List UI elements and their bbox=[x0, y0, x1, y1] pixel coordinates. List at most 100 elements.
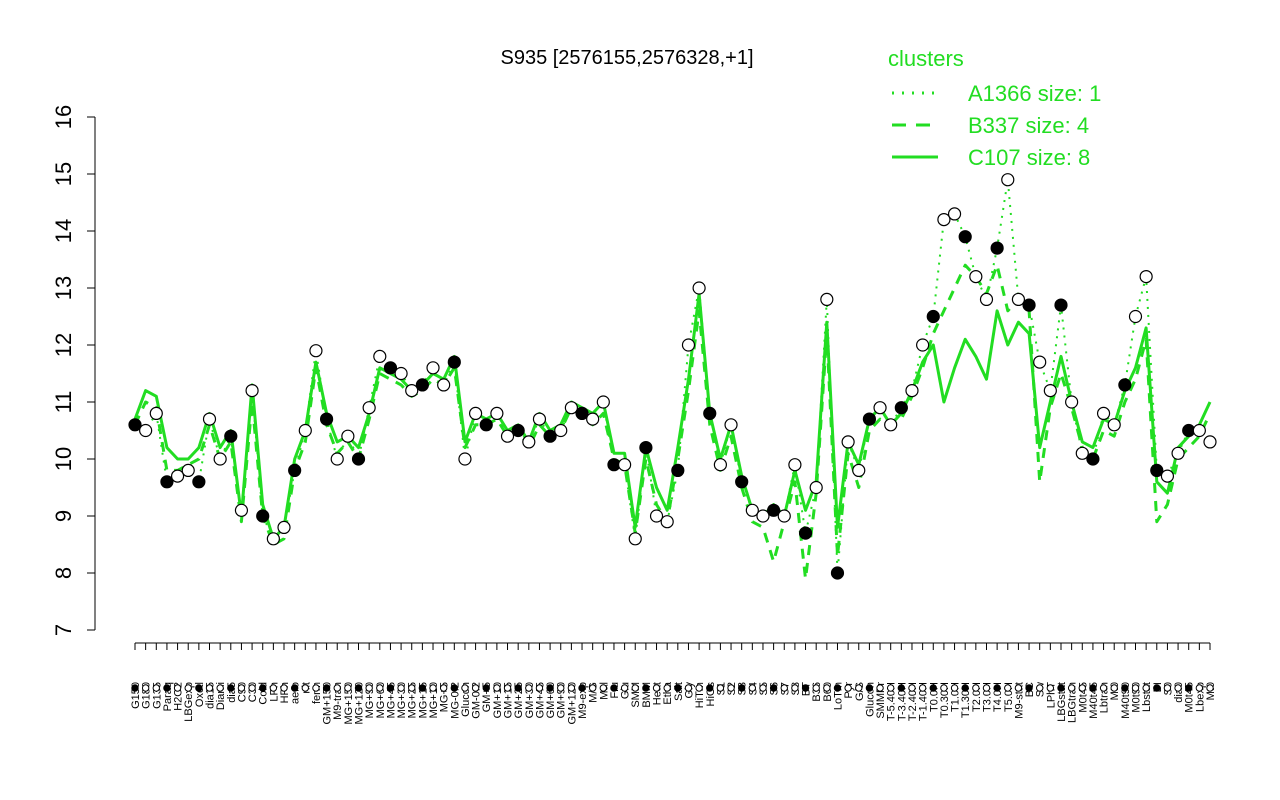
data-point bbox=[1001, 173, 1015, 187]
x-tick-label: LBGexp bbox=[183, 682, 195, 722]
data-point bbox=[256, 509, 270, 523]
x-marker bbox=[227, 684, 235, 692]
x-marker bbox=[248, 684, 256, 692]
x-marker bbox=[163, 684, 171, 692]
x-tick-label: MG+120 bbox=[354, 682, 366, 725]
data-point bbox=[543, 429, 557, 443]
data-point bbox=[394, 366, 408, 381]
x-marker bbox=[535, 684, 544, 692]
x-marker bbox=[471, 684, 480, 692]
x-marker bbox=[1206, 684, 1214, 692]
data-point bbox=[990, 241, 1004, 255]
x-marker bbox=[567, 684, 576, 692]
x-marker bbox=[280, 684, 288, 692]
data-points bbox=[128, 173, 1217, 580]
data-point bbox=[128, 418, 142, 432]
x-marker bbox=[652, 684, 661, 692]
x-marker bbox=[514, 684, 522, 692]
x-marker bbox=[684, 684, 693, 692]
y-tick-label: 13 bbox=[51, 276, 76, 300]
x-marker bbox=[365, 684, 373, 692]
x-tick-label: M9-stat bbox=[1013, 682, 1025, 719]
x-marker bbox=[205, 684, 214, 692]
x-tick-label: LBGstat bbox=[1056, 682, 1068, 722]
x-axis: G150G180G135ParaqH2O2LBGexpOxctldia15Dia… bbox=[130, 642, 1217, 725]
data-point bbox=[341, 429, 355, 443]
data-point bbox=[692, 281, 706, 295]
x-marker bbox=[1046, 684, 1055, 692]
x-marker bbox=[663, 684, 671, 692]
x-tick-label: GM-0.2 bbox=[471, 682, 483, 719]
data-point bbox=[649, 509, 664, 523]
x-marker bbox=[173, 684, 182, 692]
data-point bbox=[1128, 309, 1143, 324]
x-marker bbox=[1174, 684, 1182, 692]
x-marker bbox=[259, 684, 267, 692]
data-point bbox=[202, 412, 217, 426]
x-marker bbox=[1057, 684, 1065, 692]
x-marker bbox=[1121, 684, 1129, 692]
data-point bbox=[1022, 298, 1036, 312]
series-line-dashed bbox=[133, 263, 1212, 581]
data-point bbox=[905, 384, 919, 398]
data-point bbox=[532, 412, 547, 426]
x-marker bbox=[546, 684, 554, 692]
data-point bbox=[798, 526, 813, 540]
x-marker bbox=[865, 684, 874, 692]
data-point bbox=[373, 349, 387, 363]
x-tick-label: M40t90 bbox=[1120, 682, 1132, 719]
y-tick-label: 11 bbox=[51, 391, 76, 414]
y-tick-label: 9 bbox=[51, 510, 76, 522]
data-point bbox=[1118, 378, 1132, 392]
data-point bbox=[245, 384, 259, 398]
x-tick-label: T-2.40H bbox=[907, 682, 919, 721]
data-point bbox=[894, 401, 908, 415]
data-point bbox=[288, 463, 302, 477]
x-marker bbox=[695, 684, 703, 692]
x-marker bbox=[1099, 684, 1108, 692]
x-marker bbox=[929, 684, 937, 692]
x-marker bbox=[823, 684, 831, 692]
data-point bbox=[873, 401, 887, 415]
x-marker bbox=[503, 684, 512, 692]
y-tick-label: 7 bbox=[51, 624, 76, 636]
x-marker bbox=[386, 684, 395, 692]
x-marker bbox=[482, 684, 490, 692]
x-tick-label: T-1.40H bbox=[918, 682, 930, 721]
data-point bbox=[1065, 395, 1079, 409]
data-point bbox=[564, 401, 578, 415]
data-point bbox=[1160, 469, 1175, 483]
y-tick-label: 14 bbox=[51, 219, 76, 243]
x-tick-label: LBGtran bbox=[1067, 682, 1079, 723]
x-marker bbox=[461, 684, 469, 692]
x-marker bbox=[1195, 684, 1204, 692]
x-marker bbox=[961, 684, 969, 692]
x-marker bbox=[1185, 684, 1193, 692]
x-marker bbox=[578, 684, 586, 692]
data-point bbox=[830, 566, 845, 580]
data-point bbox=[1203, 435, 1217, 449]
x-marker bbox=[1004, 684, 1012, 692]
x-marker bbox=[610, 684, 618, 692]
x-marker bbox=[408, 684, 416, 692]
x-marker bbox=[674, 684, 682, 692]
legend-entry-2: C107 size: 8 bbox=[968, 145, 1090, 170]
data-point bbox=[319, 412, 334, 426]
data-point bbox=[351, 452, 366, 466]
data-point bbox=[639, 441, 653, 455]
data-point bbox=[884, 418, 898, 432]
data-point bbox=[1043, 384, 1057, 398]
legend: clusters A1366 size: 1 B337 size: 4 C107… bbox=[888, 46, 1101, 170]
x-marker bbox=[269, 684, 278, 692]
data-point bbox=[1054, 298, 1068, 312]
x-marker bbox=[737, 684, 746, 692]
x-marker bbox=[706, 684, 714, 692]
data-point bbox=[947, 207, 962, 221]
x-marker bbox=[333, 684, 341, 692]
x-tick-label: T-3.40H bbox=[896, 682, 908, 721]
y-tick-label: 12 bbox=[51, 333, 76, 357]
x-marker bbox=[631, 684, 639, 692]
x-marker bbox=[727, 684, 735, 692]
x-marker bbox=[1014, 684, 1023, 692]
